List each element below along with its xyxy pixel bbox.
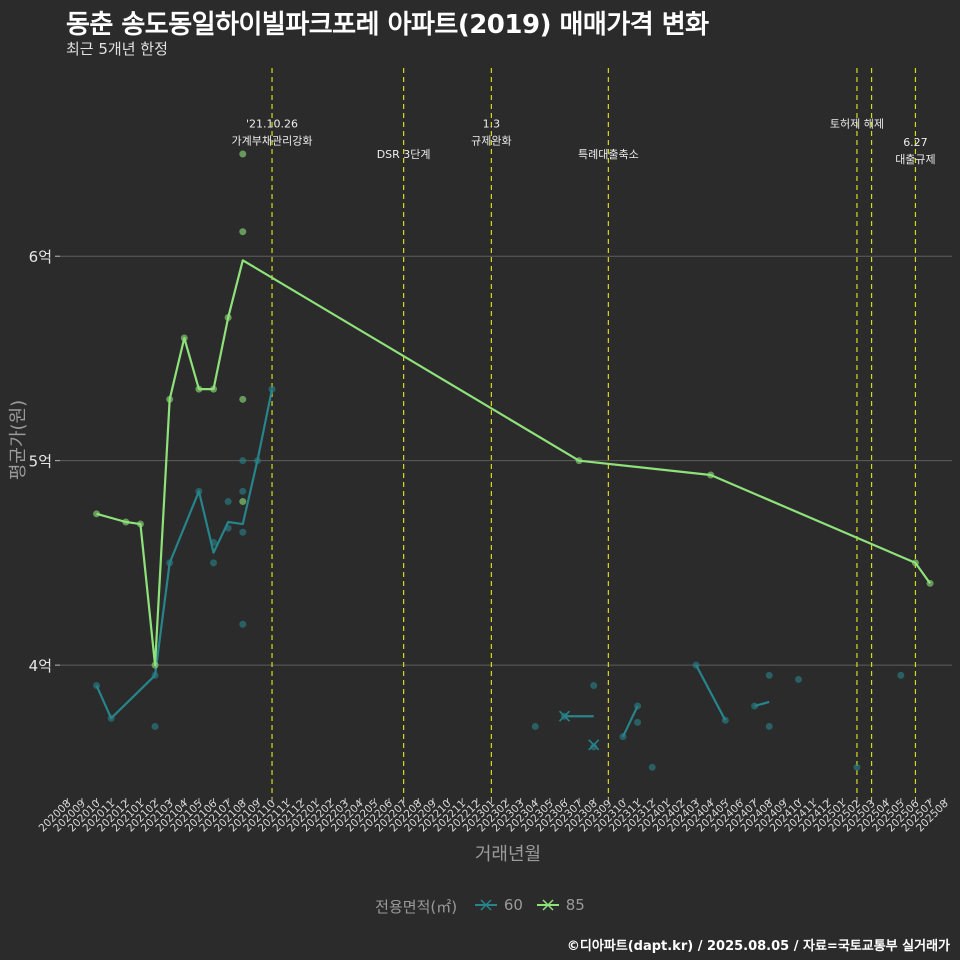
series-line-60 (153, 388, 274, 676)
series-line-85 (96, 259, 931, 667)
data-point-60 (794, 675, 802, 683)
data-point-60 (224, 524, 232, 532)
data-point-85 (239, 498, 247, 506)
data-point-85 (926, 579, 934, 587)
legend-item-60: 60 (474, 896, 523, 914)
data-point-60 (166, 559, 174, 567)
data-point-60 (93, 682, 101, 690)
data-point-85 (707, 471, 715, 479)
data-point-85 (224, 314, 232, 322)
data-point-60 (239, 528, 247, 536)
data-point-60 (239, 620, 247, 628)
data-point-60 (239, 457, 247, 465)
series-line-60 (695, 664, 727, 721)
chart-subtitle: 최근 5개년 한정 (66, 40, 168, 58)
data-point-85 (136, 520, 144, 528)
data-point-60 (765, 722, 773, 730)
data-point-85 (239, 228, 247, 236)
chart-title: 동춘 송도동일하이빌파크포레 아파트(2019) 매매가격 변화 (66, 10, 709, 40)
data-point-60 (151, 722, 159, 730)
event-label: 특례대출축소 (578, 148, 639, 161)
data-point-60 (239, 487, 247, 495)
grid-lines (60, 255, 952, 666)
legend-label-60: 60 (503, 896, 523, 914)
data-point-60 (151, 671, 159, 679)
event-label: 1.3 규제완화 (471, 117, 511, 147)
data-point-85 (195, 385, 203, 393)
source-caption: ©디아파트(dapt.kr) / 2025.08.05 / 자료=국토교통부 실… (566, 939, 950, 954)
data-point-60 (268, 385, 276, 393)
legend-swatch-60-icon (474, 899, 497, 911)
data-point-60 (210, 538, 218, 546)
data-point-60 (634, 702, 642, 710)
data-point-85 (239, 150, 247, 158)
event-label: 토허제 해제 (830, 116, 884, 130)
data-point-60 (721, 716, 729, 724)
data-point-60 (210, 559, 218, 567)
data-point-60 (634, 718, 642, 726)
data-point-85 (122, 518, 130, 526)
data-point-60 (897, 671, 905, 679)
event-label: '21.10.26 가계부채관리강화 (232, 117, 313, 147)
x-axis-label: 거래년월 (475, 844, 541, 865)
data-point-60 (853, 763, 861, 771)
data-point-85 (911, 559, 919, 567)
data-point-85 (151, 661, 159, 669)
legend-title: 전용면적(㎡) (375, 898, 458, 916)
data-point-60 (765, 671, 773, 679)
legend-label-85: 85 (565, 896, 585, 914)
legend: 전용면적(㎡) 60 85 (0, 896, 960, 917)
data-point-60 (648, 763, 656, 771)
data-point-60 (590, 682, 598, 690)
cross-marker-60 (588, 739, 600, 751)
data-point-60 (590, 743, 598, 751)
cross-marker-60 (558, 710, 571, 722)
series-line-60 (621, 705, 639, 738)
legend-swatch-85-icon (536, 899, 559, 911)
y-tick-label: 4억 (29, 657, 52, 675)
data-point-85 (93, 510, 101, 518)
event-label: 6.27 대출규제 (895, 136, 935, 166)
data-point-85 (575, 457, 583, 465)
data-point-60 (224, 498, 232, 506)
data-point-60 (195, 487, 203, 495)
y-tick-label: 5억 (29, 453, 52, 471)
axes: 4억5억6억2020082020092020102020112020122021… (29, 248, 951, 834)
data-point-60 (692, 661, 700, 669)
data-point-85 (180, 334, 188, 342)
y-tick-label: 6억 (29, 248, 52, 266)
legend-item-85: 85 (536, 896, 585, 914)
data-points (93, 150, 934, 771)
data-point-60 (107, 714, 115, 722)
event-label: DSR 3단계 (377, 148, 431, 161)
y-axis-label: 평균가(원) (8, 400, 29, 480)
data-point-60 (619, 733, 627, 741)
data-point-60 (751, 702, 759, 710)
data-point-85 (239, 395, 247, 403)
data-point-85 (210, 385, 218, 393)
series-line-60 (95, 674, 156, 720)
data-point-60 (253, 457, 261, 465)
data-point-85 (166, 395, 174, 403)
data-point-60 (531, 722, 539, 730)
